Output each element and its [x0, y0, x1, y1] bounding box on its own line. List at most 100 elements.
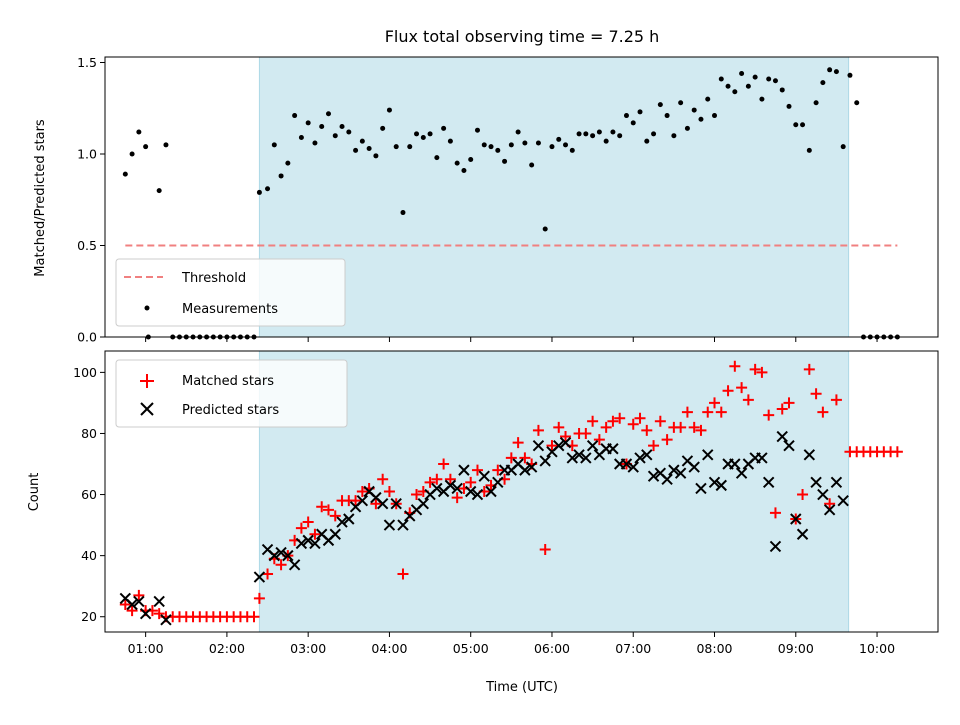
figure-title: Flux total observing time = 7.25 h [385, 27, 660, 46]
measurement-point [556, 136, 562, 142]
predicted-star-point [708, 476, 721, 489]
matched-star-point [729, 360, 741, 372]
predicted-star-point [776, 430, 788, 443]
predicted-star-point [634, 452, 646, 464]
bottom-legend-box [115, 359, 348, 428]
measurement-point [623, 113, 629, 119]
top-observing-interval-shade [258, 56, 850, 338]
measurement-point [698, 116, 704, 122]
predicted-star-point [519, 464, 531, 476]
measurement-point [739, 70, 745, 76]
matched-star-point [607, 415, 619, 427]
predicted-star-point [837, 494, 849, 507]
measurement-point [793, 122, 799, 128]
measurement-point [380, 125, 386, 131]
predicted-star-point [532, 439, 545, 452]
measurement-point [522, 140, 528, 146]
matched-star-point [709, 397, 721, 409]
matched-star-point [715, 406, 727, 418]
matched-star-point [322, 504, 334, 516]
xtick-label: 07:00 [615, 641, 651, 656]
bottom-ytick-label: 100 [73, 365, 97, 380]
matched-star-point [350, 495, 362, 507]
measurement-point [163, 142, 169, 148]
predicted-star-point [356, 494, 369, 507]
xtick-label: 01:00 [128, 641, 164, 656]
matched-star-point [519, 452, 531, 464]
matched-star-point [275, 559, 287, 571]
top-axes-frame [104, 56, 939, 338]
matched-star-point [648, 440, 660, 452]
matched-star-point [377, 473, 389, 485]
measurement-point [305, 120, 311, 126]
measurement-point [529, 162, 535, 168]
measurement-point [393, 144, 399, 150]
measurement-point [651, 131, 657, 137]
predicted-star-point [803, 449, 816, 461]
top-y-axis-label: Matched/Predicted stars [33, 119, 48, 277]
predicted-star-point [390, 498, 402, 510]
measurement-point [583, 131, 589, 137]
measurement-point [766, 76, 772, 82]
matched-star-point [797, 489, 809, 501]
matched-star-point [614, 412, 626, 424]
matched-star-point [749, 363, 761, 375]
predicted-star-point [674, 467, 687, 479]
predicted-star-point [275, 546, 287, 559]
matched-star-point [803, 363, 815, 375]
measurement-point [732, 89, 738, 95]
measurement-point [590, 133, 596, 139]
measurement-point [495, 147, 501, 153]
measurement-point [576, 131, 582, 137]
predicted-star-point [817, 488, 829, 501]
predicted-star-point [133, 595, 145, 608]
matched-star-point [126, 605, 138, 617]
matched-star-point [133, 589, 145, 601]
predicted-star-point [153, 595, 165, 608]
predicted-star-point [458, 464, 470, 476]
measurement-point [535, 140, 541, 146]
measurement-point [502, 158, 508, 164]
legend-matched-label: Matched stars [182, 374, 274, 389]
measurement-point [447, 138, 453, 144]
predicted-star-point [566, 452, 579, 464]
predicted-stars-points [119, 430, 849, 626]
matched-star-point [661, 434, 673, 446]
matched-star-point [465, 476, 477, 488]
measurement-point [542, 226, 548, 232]
matched-star-point [431, 473, 443, 485]
matched-star-point [471, 464, 483, 476]
matched-star-point [532, 424, 544, 436]
matched-star-point [580, 427, 592, 439]
matched-star-point [688, 421, 700, 433]
predicted-star-point [702, 449, 714, 461]
measurement-point [325, 111, 331, 117]
matched-star-point [153, 608, 165, 620]
measurement-point [278, 173, 284, 179]
x-axis-label: Time (UTC) [485, 680, 558, 695]
measurement-point [319, 124, 325, 130]
predicted-star-point [431, 482, 443, 495]
measurement-point [346, 129, 352, 135]
matched-star-point [370, 498, 382, 510]
predicted-star-point [295, 537, 308, 550]
measurement-point [441, 125, 447, 131]
predicted-star-point [397, 519, 409, 531]
matched-star-point [627, 418, 639, 430]
matched-star-point [742, 394, 754, 406]
measurement-point [745, 83, 751, 89]
bottom-ytick-label: 20 [81, 609, 97, 624]
measurement-point [725, 83, 731, 89]
matched-star-point [253, 592, 265, 604]
matched-star-point [356, 486, 368, 497]
xtick-label: 03:00 [290, 641, 326, 656]
measurement-point [461, 167, 467, 173]
matched-star-point [397, 568, 409, 580]
matched-star-point [769, 507, 781, 519]
measurement-point [488, 144, 494, 150]
matched-star-point [722, 385, 734, 397]
measurement-point [373, 153, 379, 159]
measurement-point [854, 100, 860, 106]
bottom-panel: 20 40 60 80 100 01:00 02:00 03:00 04:00 05:00 06:… [27, 350, 939, 695]
predicted-star-point [695, 482, 707, 495]
